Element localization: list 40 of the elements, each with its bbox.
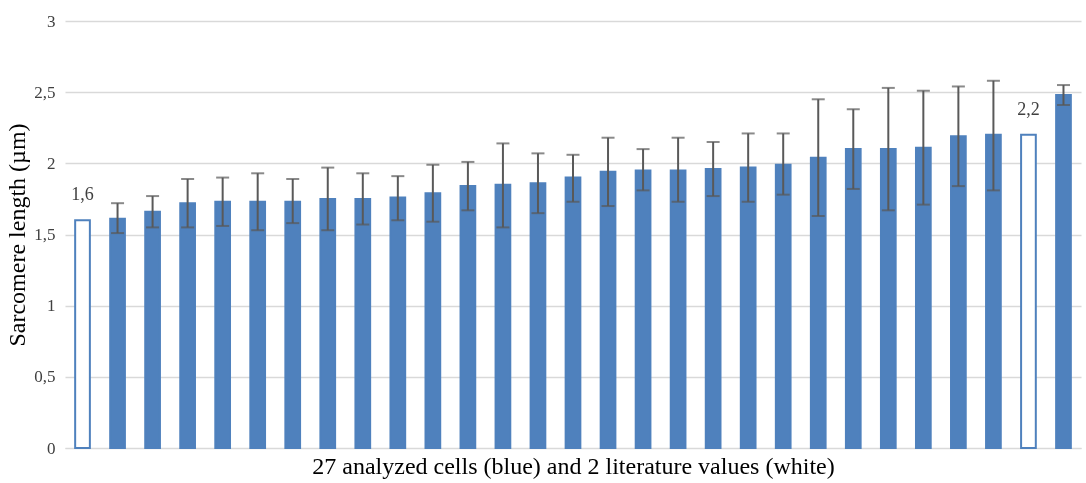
bar — [529, 182, 547, 449]
bar — [1020, 133, 1037, 449]
bar — [74, 219, 91, 449]
data-label: 2,2 — [1017, 98, 1040, 119]
bar — [144, 210, 161, 449]
y-tick-label: 0,5 — [34, 367, 56, 387]
bar — [809, 156, 827, 449]
bar — [424, 192, 442, 449]
x-axis-title: 27 analyzed cells (blue) and 2 literature values (white) — [312, 452, 835, 479]
y-axis-title: Sarcomere length (µm) — [4, 123, 31, 347]
bar — [634, 169, 652, 449]
bar — [319, 197, 337, 449]
bar — [599, 170, 617, 449]
y-tick-label: 2,5 — [34, 82, 56, 102]
bar — [1055, 94, 1072, 449]
bar — [879, 148, 897, 449]
y-tick-label: 1,5 — [34, 225, 56, 244]
bar — [214, 200, 232, 449]
bar — [704, 168, 722, 449]
bar — [669, 169, 687, 449]
bar — [564, 176, 582, 449]
bar — [109, 217, 126, 449]
bar — [179, 202, 196, 449]
bar — [389, 196, 407, 449]
y-tick-label: 1 — [47, 296, 56, 316]
bar — [249, 200, 267, 449]
bar — [950, 135, 967, 449]
bar — [459, 185, 477, 449]
bar — [739, 166, 757, 449]
bar — [494, 183, 512, 449]
bar — [284, 200, 302, 449]
bar — [914, 146, 932, 449]
y-tick-label: 3 — [47, 11, 56, 31]
y-tick-label: 2 — [47, 153, 56, 173]
bar — [774, 163, 792, 449]
bar — [844, 148, 862, 449]
y-tick-label: 0 — [47, 438, 56, 458]
data-label: 1,6 — [71, 184, 94, 205]
bar — [354, 197, 372, 449]
bar — [985, 133, 1002, 449]
